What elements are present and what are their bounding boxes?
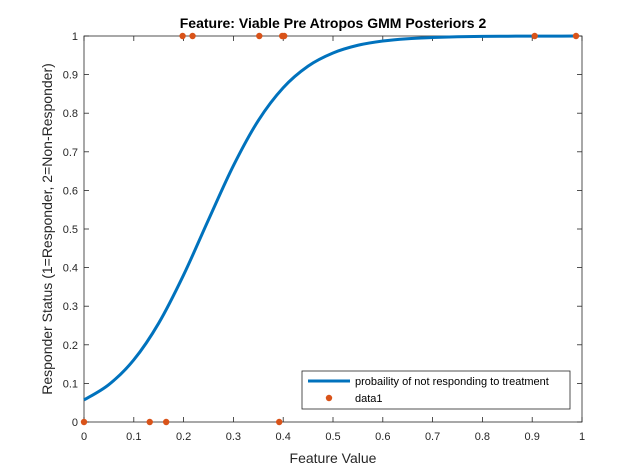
legend: probaility of not responding to treatmen… <box>301 370 571 410</box>
scatter-point <box>80 418 88 426</box>
x-tick-label: 0.9 <box>525 431 540 443</box>
plot-area: 0 0.1 0.2 0.3 0.4 0.5 0.6 0.7 0.8 0.9 1 0 0.1 0.2 0.3 0… <box>63 31 585 443</box>
scatter-point <box>256 32 263 40</box>
y-tick-label: 0.4 <box>63 263 78 275</box>
scatter-point <box>280 32 288 40</box>
y-tick-label: 0.3 <box>63 301 78 313</box>
y-tick-label: 0.9 <box>63 70 78 82</box>
scatter-point <box>531 32 538 40</box>
scatter-point <box>276 418 283 426</box>
scatter-point <box>572 32 580 40</box>
legend-label-curve: probaility of not responding to treatmen… <box>355 376 549 388</box>
x-tick-label: 0.2 <box>176 431 191 443</box>
x-axis-label: Feature Value <box>290 450 377 466</box>
scatter-point <box>146 418 153 426</box>
y-tick-label: 0.1 <box>63 378 78 390</box>
x-tick-label: 1 <box>579 431 585 443</box>
scatter-point <box>162 418 170 426</box>
series-line-probability <box>83 34 578 402</box>
scatter-point <box>189 32 196 40</box>
x-tick-label: 0.8 <box>475 431 490 443</box>
axes-box <box>83 35 583 423</box>
x-tick-label: 0.4 <box>276 431 291 443</box>
y-tick-label: 0.7 <box>63 147 78 159</box>
y-tick-label: 0.6 <box>63 185 78 197</box>
x-tick-label: 0.7 <box>425 431 440 443</box>
chart-title: Feature: Viable Pre Atropos GMM Posterio… <box>180 15 487 31</box>
x-tick-label: 0.1 <box>126 431 141 443</box>
x-tick-label: 0.3 <box>226 431 241 443</box>
scatter-point <box>179 32 186 40</box>
x-tick-label: 0.5 <box>325 431 340 443</box>
y-tick-label: 0.5 <box>63 224 78 236</box>
y-axis-label: Responder Status (1=Responder, 2=Non-Res… <box>39 63 55 395</box>
y-tick-label: 0.8 <box>63 108 78 120</box>
y-tick-label: 1 <box>72 31 78 43</box>
legend-marker-sample <box>325 394 333 402</box>
y-tick-label: 0 <box>72 417 78 429</box>
y-tick-label: 0.2 <box>63 340 78 352</box>
x-tick-label: 0 <box>81 431 87 443</box>
x-tick-label: 0.6 <box>375 431 390 443</box>
legend-box <box>301 370 571 410</box>
legend-label-data1: data1 <box>355 393 383 405</box>
